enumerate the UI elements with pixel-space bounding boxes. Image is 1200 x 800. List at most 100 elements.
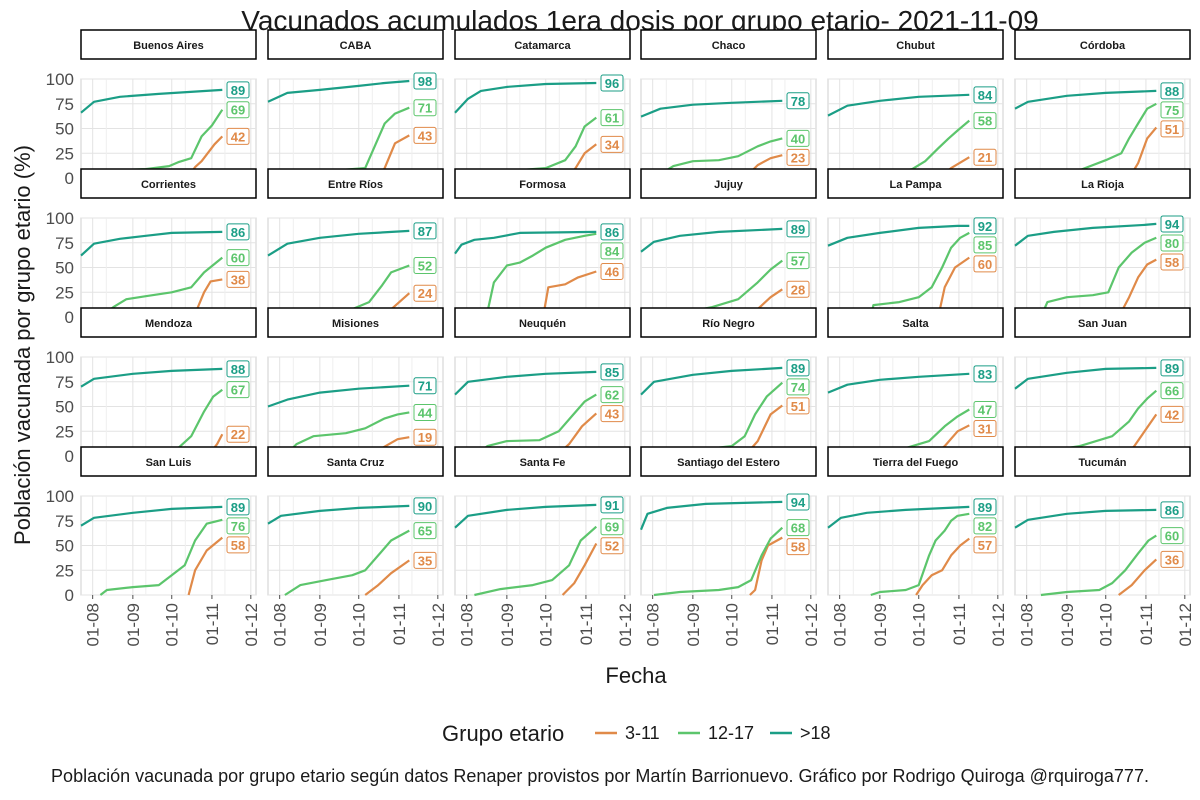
value-label: 88 [231,362,245,377]
value-label-box [1160,527,1184,545]
facet-panel: Entre Ríos 87 52 24 [267,168,444,319]
facet-header [80,446,257,477]
value-label-box [600,518,624,536]
value-label-box [413,99,437,117]
facet-panel: Río Negro 89 74 51 [640,307,817,458]
x-axis-label: Fecha [605,663,667,688]
series-line->18 [80,88,223,114]
value-label-box [600,109,624,127]
value-label: 85 [978,238,992,253]
value-label-box [600,537,624,555]
series-line-12-17 [653,137,783,179]
y-tick-label: 50 [55,537,74,556]
value-label: 66 [1165,384,1179,399]
facet-title: Corrientes [141,179,196,191]
value-label-box [600,242,624,260]
value-label: 85 [605,365,619,380]
value-label-box [226,249,250,267]
y-tick-label: 50 [55,120,74,139]
facet-panel: Catamarca 96 61 34 [454,29,631,180]
series-line->18 [454,503,597,529]
facet-header [640,446,817,477]
facet-header [827,168,1004,199]
value-label: 89 [231,83,245,98]
value-label-box [413,522,437,540]
y-tick-label: 0 [65,586,74,605]
value-label: 84 [605,244,620,259]
value-label: 78 [791,94,805,109]
facet-title: CABA [340,40,372,52]
value-label-box [226,223,250,241]
facet-title: La Pampa [890,179,943,191]
value-label-box [226,81,250,99]
facet-title: San Juan [1078,318,1127,330]
value-label-box [600,74,624,92]
series-line->18 [454,81,597,114]
facet-header [1014,446,1191,477]
facet-header [267,446,444,477]
y-tick-label: 25 [55,422,74,441]
x-tick-label: 01-09 [871,603,890,646]
value-label-box [226,517,250,535]
x-tick-label: 01-10 [350,603,369,646]
series-line-3-11 [937,256,970,318]
series-line-12-17 [474,525,598,597]
value-label-box [1160,501,1184,519]
value-label-box [973,112,997,130]
y-tick-label: 0 [65,447,74,466]
value-label: 52 [605,539,619,554]
y-axis-label: Población vacunada por grupo etario (%) [10,145,35,545]
value-label: 61 [605,111,619,126]
facet-title: San Luis [146,457,192,469]
facet-header [80,168,257,199]
series-line-3-11 [561,542,598,596]
value-label: 89 [791,222,805,237]
facet-header [640,168,817,199]
facet-panel: Santiago del Estero 94 68 58 01-08 01-09 01-10… [639,446,821,646]
value-label: 22 [231,427,245,442]
value-label: 47 [978,402,992,417]
x-tick-label: 01-11 [1137,603,1156,645]
facet-header [1014,168,1191,199]
series-line->18 [80,367,223,388]
y-tick-label: 100 [46,209,74,228]
value-label-box [786,252,810,270]
facet-title: Misiones [332,318,379,330]
x-tick-label: 01-10 [910,603,929,646]
x-tick-label: 01-08 [458,603,477,646]
facet-header [80,29,257,60]
chart-caption: Población vacunada por grupo etario segú… [51,766,1149,786]
facet-panel: San Juan 89 66 42 [1014,307,1191,458]
facet-header [267,29,444,60]
value-label-box [226,360,250,378]
series-line->18 [267,229,410,257]
facet-title: Tierra del Fuego [873,457,959,469]
facet-header [827,446,1004,477]
value-label: 58 [231,538,245,553]
series-line->18 [640,366,783,396]
value-label: 90 [418,499,432,514]
value-label-box [600,223,624,241]
value-label-box [973,255,997,273]
x-tick-label: 01-08 [644,603,663,646]
value-label: 84 [978,88,993,103]
legend: Grupo etario 3-11 12-17 >18 [442,721,831,746]
value-label-box [973,419,997,437]
facet-title: Chubut [896,40,935,52]
value-label: 28 [791,282,805,297]
value-label-box [973,217,997,235]
facet-header [827,307,1004,338]
x-tick-label: 01-11 [203,603,222,645]
series-line->18 [267,384,410,408]
value-label-box [1160,215,1184,233]
x-tick-label: 01-12 [1176,603,1195,646]
value-label: 89 [978,500,992,515]
value-label: 60 [231,251,245,266]
series-line->18 [1014,89,1157,110]
value-label-box [973,536,997,554]
series-line-3-11 [542,270,597,318]
series-line-12-17 [869,231,970,318]
value-label-box [600,386,624,404]
series-line->18 [1014,508,1157,529]
x-tick-label: 01-09 [684,603,703,646]
